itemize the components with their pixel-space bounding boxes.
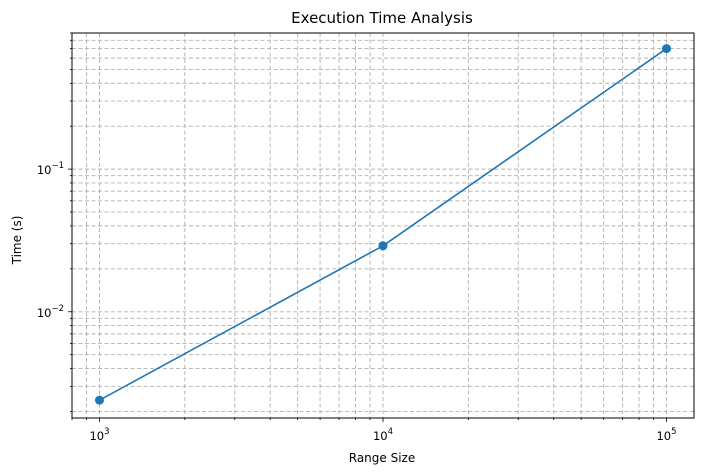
chart-title: Execution Time Analysis — [291, 9, 473, 27]
y-tick-label: 10−2 — [37, 304, 64, 320]
x-axis-label: Range Size — [349, 451, 415, 465]
grid-lines — [71, 32, 694, 418]
data-point — [662, 44, 672, 54]
data-point — [94, 395, 104, 405]
y-axis-label: Time (s) — [10, 216, 24, 266]
axis-ticks: 103 104 105 10−2 10−1 — [37, 32, 677, 443]
y-tick-label: 10−1 — [37, 161, 64, 177]
x-tick-label: 104 — [373, 427, 393, 443]
x-tick-label: 105 — [656, 427, 676, 443]
data-point — [378, 241, 388, 251]
x-tick-label: 103 — [89, 427, 109, 443]
series-group — [94, 44, 672, 405]
